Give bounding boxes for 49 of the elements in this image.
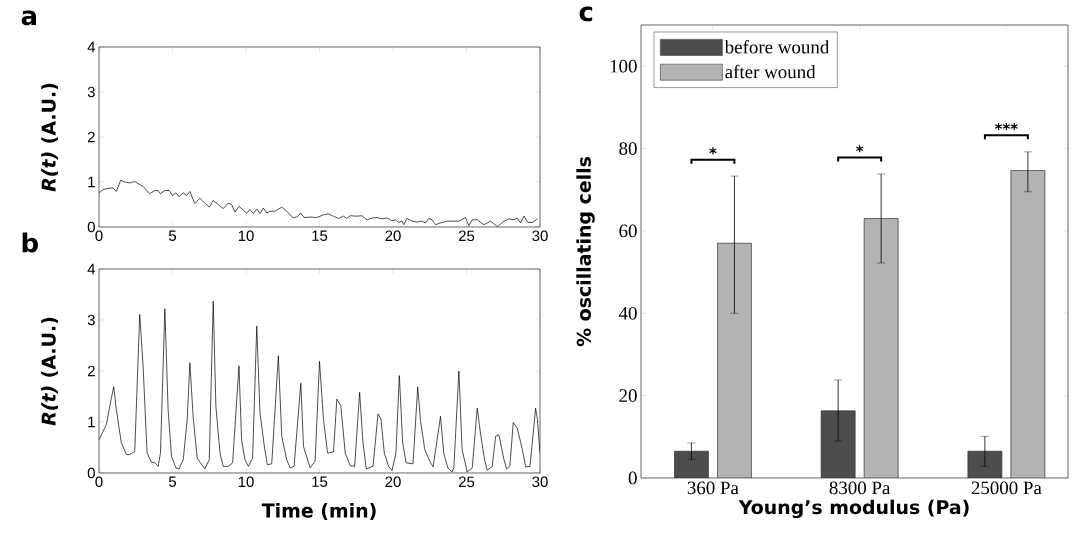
y-tick-label: 3 bbox=[87, 86, 95, 98]
x-tick-label: 25 bbox=[458, 476, 475, 488]
y-axis-title: R(t) (A.U.) bbox=[41, 83, 59, 192]
x-tick-label: 20 bbox=[385, 230, 401, 242]
x-tick-label: 5 bbox=[168, 230, 177, 241]
chart-title: c bbox=[579, 6, 593, 22]
x-tick-label: 360 Pa bbox=[687, 481, 739, 495]
x-tick-label: 30 bbox=[532, 230, 548, 242]
bar bbox=[967, 450, 1003, 478]
y-tick-label: 0 bbox=[87, 467, 95, 479]
chart-title: b bbox=[22, 232, 38, 253]
y-tick-label: 1 bbox=[88, 416, 95, 428]
x-axis-title: Time (min) bbox=[261, 503, 376, 520]
chart-title: a bbox=[21, 10, 36, 26]
y-axis-title: % oscillating cells bbox=[576, 156, 595, 347]
x-tick-label: 10 bbox=[238, 230, 254, 242]
x-axis-title: Young’s modulus (Pa) bbox=[738, 499, 969, 519]
y-tick-label: 1 bbox=[88, 176, 95, 188]
y-tick-label: 4 bbox=[87, 263, 96, 275]
bar bbox=[1010, 170, 1046, 478]
x-tick-label: 25000 Pa bbox=[971, 481, 1042, 495]
y-tick-label: 0 bbox=[87, 221, 95, 233]
y-tick-label: 3 bbox=[87, 314, 95, 326]
y-tick-label: 20 bbox=[619, 389, 637, 403]
bar bbox=[820, 410, 856, 478]
annotation: * bbox=[856, 145, 864, 153]
x-tick-label: 5 bbox=[168, 476, 177, 487]
y-tick-label: 2 bbox=[87, 365, 95, 377]
x-tick-label: 15 bbox=[312, 476, 328, 487]
y-tick-label: 100 bbox=[610, 59, 637, 73]
y-axis-title: R(t) (A.U.) bbox=[41, 317, 59, 426]
x-tick-label: 30 bbox=[532, 476, 548, 488]
y-tick-label: 80 bbox=[619, 142, 637, 155]
legend-label: after wound bbox=[725, 64, 816, 79]
bar bbox=[717, 242, 752, 478]
bar bbox=[674, 450, 709, 478]
x-tick-label: 15 bbox=[312, 230, 328, 241]
y-tick-label: 2 bbox=[87, 131, 95, 143]
legend-label: before wound bbox=[724, 39, 830, 54]
x-tick-label: 10 bbox=[238, 476, 254, 488]
annotation: * bbox=[709, 147, 717, 155]
x-tick-label: 8300 Pa bbox=[829, 481, 891, 495]
y-tick-label: 60 bbox=[619, 224, 637, 238]
y-tick-label: 4 bbox=[87, 41, 96, 53]
x-tick-label: 20 bbox=[385, 476, 401, 488]
y-tick-label: 40 bbox=[618, 306, 637, 320]
annotation: *** bbox=[994, 123, 1018, 130]
bar bbox=[863, 218, 899, 478]
x-tick-label: 25 bbox=[458, 230, 475, 242]
